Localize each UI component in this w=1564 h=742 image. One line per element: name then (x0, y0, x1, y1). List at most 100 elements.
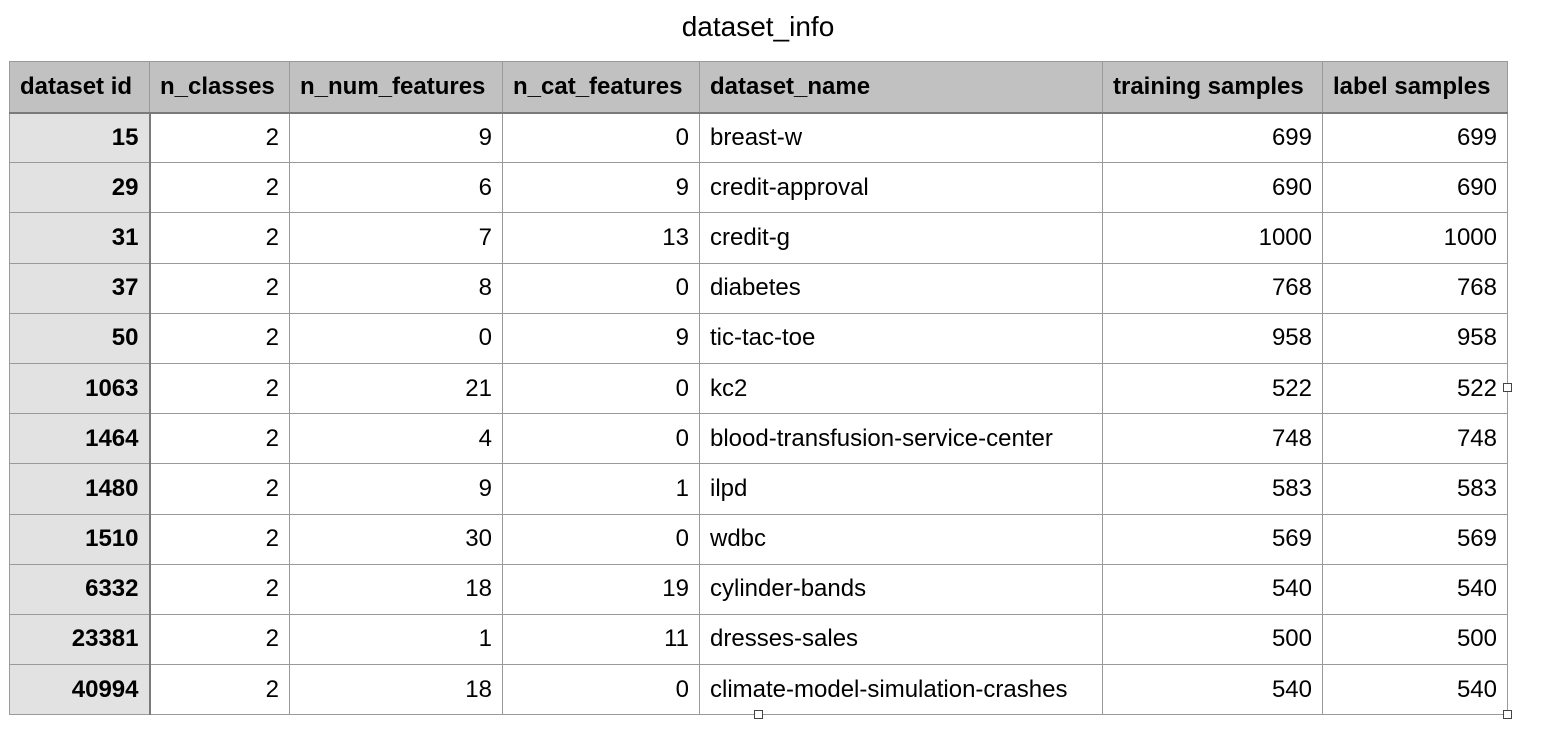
table-row[interactable]: 31 2 7 13 credit-g 1000 1000 (9, 212, 1508, 264)
cell-n-cat-features[interactable]: 0 (502, 111, 700, 164)
cell-n-cat-features[interactable]: 1 (502, 463, 700, 515)
cell-n-num-features[interactable]: 21 (289, 362, 503, 415)
cell-label-samples[interactable]: 500 (1322, 613, 1508, 666)
cell-n-num-features[interactable]: 9 (289, 111, 503, 164)
cell-training-samples[interactable]: 699 (1102, 111, 1323, 164)
table-row[interactable]: 1464 2 4 0 blood-transfusion-service-center 7… (9, 413, 1508, 465)
cell-dataset-id[interactable]: 50 (9, 312, 151, 364)
cell-dataset-id[interactable]: 1480 (9, 463, 151, 515)
cell-training-samples[interactable]: 748 (1102, 413, 1323, 465)
cell-dataset-name[interactable]: credit-approval (699, 162, 1103, 214)
cell-dataset-name[interactable]: diabetes (699, 262, 1103, 314)
cell-n-num-features[interactable]: 4 (289, 413, 503, 465)
cell-n-cat-features[interactable]: 0 (502, 664, 700, 716)
cell-training-samples[interactable]: 569 (1102, 513, 1323, 565)
cell-n-num-features[interactable]: 6 (289, 162, 503, 214)
column-header-n-num-features[interactable]: n_num_features (289, 61, 503, 114)
table-row[interactable]: 37 2 8 0 diabetes 768 768 (9, 262, 1508, 314)
table-row[interactable]: 1510 2 30 0 wdbc 569 569 (9, 513, 1508, 565)
cell-n-num-features[interactable]: 7 (289, 212, 503, 264)
data-table[interactable]: dataset id n_classes n_num_features n_ca… (9, 61, 1508, 716)
cell-dataset-id[interactable]: 6332 (9, 563, 151, 615)
cell-n-classes[interactable]: 2 (149, 413, 290, 465)
cell-dataset-name[interactable]: climate-model-simulation-crashes (699, 664, 1103, 716)
cell-dataset-id[interactable]: 1510 (9, 513, 151, 565)
cell-n-cat-features[interactable]: 0 (502, 413, 700, 465)
cell-dataset-id[interactable]: 15 (9, 111, 151, 164)
cell-training-samples[interactable]: 540 (1102, 563, 1323, 615)
cell-n-classes[interactable]: 2 (149, 563, 290, 615)
resize-handle-right[interactable] (1503, 383, 1512, 392)
column-header-label-samples[interactable]: label samples (1322, 61, 1508, 114)
cell-n-classes[interactable]: 2 (149, 162, 290, 214)
table-row[interactable]: 1063 2 21 0 kc2 522 522 (9, 362, 1508, 415)
cell-n-cat-features[interactable]: 0 (502, 362, 700, 415)
cell-n-cat-features[interactable]: 0 (502, 262, 700, 314)
cell-n-classes[interactable]: 2 (149, 212, 290, 264)
cell-dataset-id[interactable]: 29 (9, 162, 151, 214)
cell-label-samples[interactable]: 699 (1322, 111, 1508, 164)
cell-n-cat-features[interactable]: 11 (502, 613, 700, 666)
cell-n-cat-features[interactable]: 9 (502, 312, 700, 364)
cell-n-cat-features[interactable]: 13 (502, 212, 700, 264)
column-header-training-samples[interactable]: training samples (1102, 61, 1323, 114)
cell-dataset-name[interactable]: dresses-sales (699, 613, 1103, 666)
cell-n-classes[interactable]: 2 (149, 463, 290, 515)
cell-n-classes[interactable]: 2 (149, 513, 290, 565)
cell-label-samples[interactable]: 690 (1322, 162, 1508, 214)
cell-training-samples[interactable]: 690 (1102, 162, 1323, 214)
cell-dataset-name[interactable]: ilpd (699, 463, 1103, 515)
column-header-dataset-name[interactable]: dataset_name (699, 61, 1103, 114)
cell-label-samples[interactable]: 958 (1322, 312, 1508, 364)
cell-n-classes[interactable]: 2 (149, 312, 290, 364)
column-header-n-cat-features[interactable]: n_cat_features (502, 61, 700, 114)
resize-handle-bottom[interactable] (754, 710, 763, 719)
table-row[interactable]: 23381 2 1 11 dresses-sales 500 500 (9, 613, 1508, 666)
cell-training-samples[interactable]: 583 (1102, 463, 1323, 515)
cell-training-samples[interactable]: 768 (1102, 262, 1323, 314)
cell-n-cat-features[interactable]: 19 (502, 563, 700, 615)
cell-label-samples[interactable]: 522 (1322, 362, 1508, 415)
cell-dataset-name[interactable]: cylinder-bands (699, 563, 1103, 615)
cell-label-samples[interactable]: 569 (1322, 513, 1508, 565)
table-row[interactable]: 29 2 6 9 credit-approval 690 690 (9, 162, 1508, 214)
cell-n-cat-features[interactable]: 9 (502, 162, 700, 214)
cell-label-samples[interactable]: 748 (1322, 413, 1508, 465)
cell-n-num-features[interactable]: 8 (289, 262, 503, 314)
cell-training-samples[interactable]: 1000 (1102, 212, 1323, 264)
cell-training-samples[interactable]: 958 (1102, 312, 1323, 364)
cell-dataset-id[interactable]: 31 (9, 212, 151, 264)
cell-n-num-features[interactable]: 18 (289, 664, 503, 716)
cell-n-classes[interactable]: 2 (149, 111, 290, 164)
table-row[interactable]: 1480 2 9 1 ilpd 583 583 (9, 463, 1508, 515)
cell-dataset-name[interactable]: tic-tac-toe (699, 312, 1103, 364)
cell-dataset-id[interactable]: 37 (9, 262, 151, 314)
column-header-n-classes[interactable]: n_classes (149, 61, 290, 114)
cell-label-samples[interactable]: 540 (1322, 664, 1508, 716)
table-row[interactable]: 40994 2 18 0 climate-model-simulation-crashe… (9, 664, 1508, 716)
cell-dataset-id[interactable]: 1464 (9, 413, 151, 465)
cell-training-samples[interactable]: 540 (1102, 664, 1323, 716)
cell-n-num-features[interactable]: 9 (289, 463, 503, 515)
cell-dataset-id[interactable]: 40994 (9, 664, 151, 716)
cell-n-cat-features[interactable]: 0 (502, 513, 700, 565)
cell-dataset-id[interactable]: 1063 (9, 362, 151, 415)
cell-training-samples[interactable]: 522 (1102, 362, 1323, 415)
cell-training-samples[interactable]: 500 (1102, 613, 1323, 666)
column-header-dataset-id[interactable]: dataset id (9, 61, 150, 114)
resize-handle-corner[interactable] (1503, 710, 1512, 719)
cell-label-samples[interactable]: 583 (1322, 463, 1508, 515)
cell-dataset-id[interactable]: 23381 (9, 613, 151, 666)
table-row[interactable]: 6332 2 18 19 cylinder-bands 540 540 (9, 563, 1508, 615)
cell-n-num-features[interactable]: 1 (289, 613, 503, 666)
cell-n-classes[interactable]: 2 (149, 613, 290, 666)
cell-n-num-features[interactable]: 18 (289, 563, 503, 615)
cell-dataset-name[interactable]: credit-g (699, 212, 1103, 264)
cell-label-samples[interactable]: 1000 (1322, 212, 1508, 264)
cell-label-samples[interactable]: 768 (1322, 262, 1508, 314)
cell-label-samples[interactable]: 540 (1322, 563, 1508, 615)
table-row[interactable]: 15 2 9 0 breast-w 699 699 (9, 111, 1508, 164)
cell-dataset-name[interactable]: breast-w (699, 111, 1103, 164)
table-row[interactable]: 50 2 0 9 tic-tac-toe 958 958 (9, 312, 1508, 364)
cell-dataset-name[interactable]: kc2 (699, 362, 1103, 415)
